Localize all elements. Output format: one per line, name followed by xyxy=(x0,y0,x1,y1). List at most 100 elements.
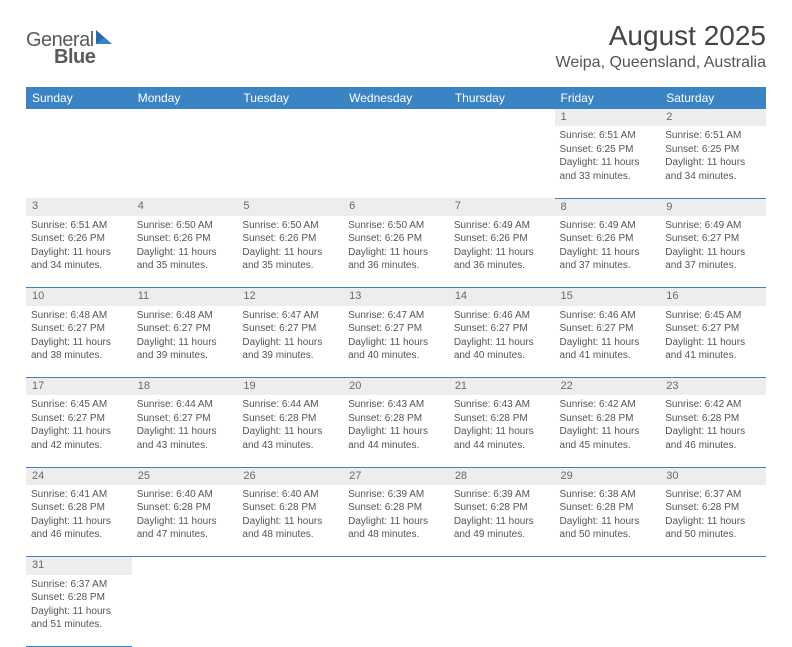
title-block: August 2025 Weipa, Queensland, Australia xyxy=(556,20,767,72)
daylight-line: Daylight: 11 hours and 47 minutes. xyxy=(137,515,233,542)
day-header: Friday xyxy=(555,87,661,109)
logo: General Blue xyxy=(26,28,116,75)
day-cell: Sunrise: 6:49 AMSunset: 6:26 PMDaylight:… xyxy=(555,216,661,288)
day-number-cell: 29 xyxy=(555,467,661,485)
day-cell: Sunrise: 6:44 AMSunset: 6:28 PMDaylight:… xyxy=(237,395,343,467)
day-cell: Sunrise: 6:38 AMSunset: 6:28 PMDaylight:… xyxy=(555,485,661,557)
day-cell: Sunrise: 6:43 AMSunset: 6:28 PMDaylight:… xyxy=(343,395,449,467)
day-number-cell: 24 xyxy=(26,467,132,485)
day-number-cell: 1 xyxy=(555,109,661,126)
day-number-row: 24252627282930 xyxy=(26,467,766,485)
day-cell xyxy=(660,575,766,647)
day-cell: Sunrise: 6:51 AMSunset: 6:25 PMDaylight:… xyxy=(555,126,661,198)
day-cell xyxy=(449,575,555,647)
sunrise-line: Sunrise: 6:39 AM xyxy=(348,488,444,502)
sunrise-line: Sunrise: 6:42 AM xyxy=(665,398,761,412)
sunset-line: Sunset: 6:27 PM xyxy=(31,412,127,426)
day-cell: Sunrise: 6:46 AMSunset: 6:27 PMDaylight:… xyxy=(449,306,555,378)
daylight-line: Daylight: 11 hours and 41 minutes. xyxy=(560,336,656,363)
daylight-line: Daylight: 11 hours and 34 minutes. xyxy=(31,246,127,273)
sunrise-line: Sunrise: 6:41 AM xyxy=(31,488,127,502)
calendar-body: 12Sunrise: 6:51 AMSunset: 6:25 PMDayligh… xyxy=(26,109,766,647)
day-number-cell: 31 xyxy=(26,557,132,575)
daylight-line: Daylight: 11 hours and 39 minutes. xyxy=(242,336,338,363)
sunset-line: Sunset: 6:27 PM xyxy=(137,322,233,336)
daylight-line: Daylight: 11 hours and 36 minutes. xyxy=(348,246,444,273)
day-number-cell: 4 xyxy=(132,198,238,216)
sunset-line: Sunset: 6:27 PM xyxy=(665,232,761,246)
day-cell: Sunrise: 6:50 AMSunset: 6:26 PMDaylight:… xyxy=(132,216,238,288)
day-cell: Sunrise: 6:48 AMSunset: 6:27 PMDaylight:… xyxy=(132,306,238,378)
day-number-cell xyxy=(343,109,449,126)
day-header: Thursday xyxy=(449,87,555,109)
day-header: Tuesday xyxy=(237,87,343,109)
sunset-line: Sunset: 6:27 PM xyxy=(560,322,656,336)
sunrise-line: Sunrise: 6:50 AM xyxy=(348,219,444,233)
sunrise-line: Sunrise: 6:43 AM xyxy=(348,398,444,412)
daylight-line: Daylight: 11 hours and 36 minutes. xyxy=(454,246,550,273)
day-number-cell xyxy=(449,557,555,575)
daylight-line: Daylight: 11 hours and 34 minutes. xyxy=(665,156,761,183)
day-cell xyxy=(343,126,449,198)
day-number-cell: 16 xyxy=(660,288,766,306)
daylight-line: Daylight: 11 hours and 40 minutes. xyxy=(348,336,444,363)
day-cell: Sunrise: 6:45 AMSunset: 6:27 PMDaylight:… xyxy=(660,306,766,378)
sunset-line: Sunset: 6:27 PM xyxy=(454,322,550,336)
day-number-cell: 9 xyxy=(660,198,766,216)
day-cell xyxy=(237,575,343,647)
day-number-cell: 10 xyxy=(26,288,132,306)
day-number-row: 12 xyxy=(26,109,766,126)
day-number-cell: 28 xyxy=(449,467,555,485)
sunrise-line: Sunrise: 6:39 AM xyxy=(454,488,550,502)
sunrise-line: Sunrise: 6:46 AM xyxy=(454,309,550,323)
month-title: August 2025 xyxy=(556,20,767,52)
daylight-line: Daylight: 11 hours and 35 minutes. xyxy=(137,246,233,273)
day-number-cell: 17 xyxy=(26,378,132,396)
sunset-line: Sunset: 6:25 PM xyxy=(560,143,656,157)
day-number-cell: 23 xyxy=(660,378,766,396)
daylight-line: Daylight: 11 hours and 37 minutes. xyxy=(560,246,656,273)
day-number-cell: 30 xyxy=(660,467,766,485)
day-cell xyxy=(132,126,238,198)
day-header: Monday xyxy=(132,87,238,109)
sunrise-line: Sunrise: 6:44 AM xyxy=(242,398,338,412)
sunrise-line: Sunrise: 6:40 AM xyxy=(242,488,338,502)
day-number-cell xyxy=(660,557,766,575)
day-number-cell: 15 xyxy=(555,288,661,306)
day-number-cell xyxy=(132,109,238,126)
sunset-line: Sunset: 6:28 PM xyxy=(348,501,444,515)
daylight-line: Daylight: 11 hours and 42 minutes. xyxy=(31,425,127,452)
sunset-line: Sunset: 6:26 PM xyxy=(560,232,656,246)
day-cell: Sunrise: 6:45 AMSunset: 6:27 PMDaylight:… xyxy=(26,395,132,467)
day-number-row: 31 xyxy=(26,557,766,575)
sunrise-line: Sunrise: 6:49 AM xyxy=(665,219,761,233)
day-number-cell: 5 xyxy=(237,198,343,216)
day-cell xyxy=(237,126,343,198)
daylight-line: Daylight: 11 hours and 39 minutes. xyxy=(137,336,233,363)
sunrise-line: Sunrise: 6:49 AM xyxy=(454,219,550,233)
day-cell: Sunrise: 6:39 AMSunset: 6:28 PMDaylight:… xyxy=(449,485,555,557)
sunrise-line: Sunrise: 6:47 AM xyxy=(242,309,338,323)
daylight-line: Daylight: 11 hours and 45 minutes. xyxy=(560,425,656,452)
day-header: Saturday xyxy=(660,87,766,109)
sunset-line: Sunset: 6:27 PM xyxy=(137,412,233,426)
sunrise-line: Sunrise: 6:46 AM xyxy=(560,309,656,323)
sunrise-line: Sunrise: 6:51 AM xyxy=(31,219,127,233)
day-cell xyxy=(26,126,132,198)
day-number-cell: 2 xyxy=(660,109,766,126)
day-cell: Sunrise: 6:49 AMSunset: 6:27 PMDaylight:… xyxy=(660,216,766,288)
day-number-cell xyxy=(237,109,343,126)
sunrise-line: Sunrise: 6:37 AM xyxy=(665,488,761,502)
day-number-cell: 18 xyxy=(132,378,238,396)
week-row: Sunrise: 6:51 AMSunset: 6:25 PMDaylight:… xyxy=(26,126,766,198)
day-cell: Sunrise: 6:46 AMSunset: 6:27 PMDaylight:… xyxy=(555,306,661,378)
daylight-line: Daylight: 11 hours and 49 minutes. xyxy=(454,515,550,542)
day-cell: Sunrise: 6:40 AMSunset: 6:28 PMDaylight:… xyxy=(132,485,238,557)
day-cell: Sunrise: 6:43 AMSunset: 6:28 PMDaylight:… xyxy=(449,395,555,467)
sunrise-line: Sunrise: 6:48 AM xyxy=(31,309,127,323)
daylight-line: Daylight: 11 hours and 50 minutes. xyxy=(560,515,656,542)
sunset-line: Sunset: 6:28 PM xyxy=(242,412,338,426)
logo-text-part2: Blue xyxy=(54,46,95,68)
day-number-cell: 21 xyxy=(449,378,555,396)
day-cell: Sunrise: 6:50 AMSunset: 6:26 PMDaylight:… xyxy=(343,216,449,288)
